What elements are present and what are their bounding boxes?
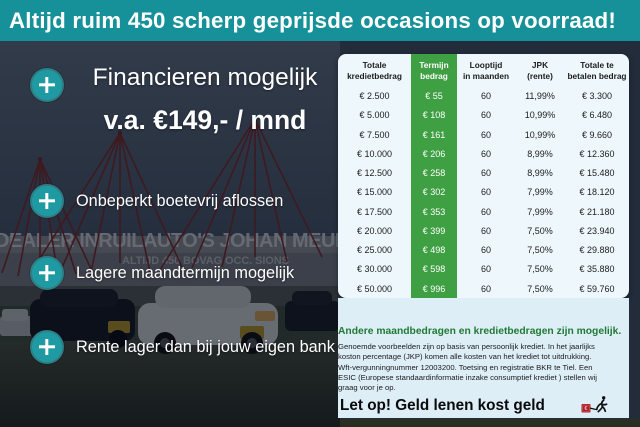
svg-text:€: € (585, 406, 588, 412)
